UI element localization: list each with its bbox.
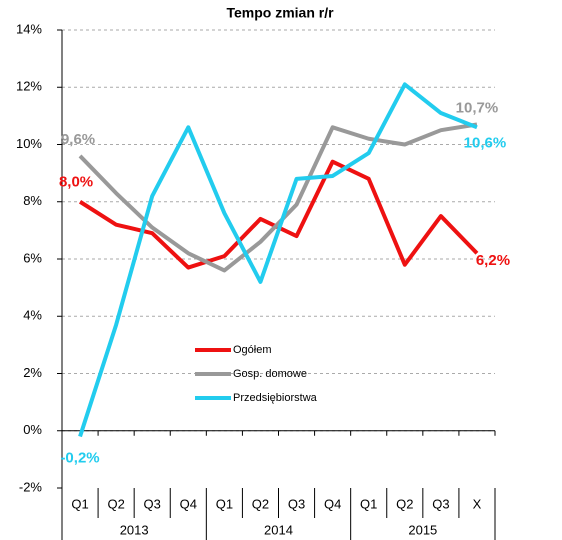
y-tick-label: 0% (23, 422, 42, 437)
y-tick-label: -2% (19, 479, 43, 494)
chart-title: Tempo zmian r/r (226, 5, 334, 21)
x-tick-label: Q4 (324, 496, 341, 511)
group-label: 2015 (408, 522, 437, 537)
data-label: 9,6% (61, 131, 95, 148)
legend-label: Gosp. domowe (233, 368, 307, 380)
x-tick-label: Q2 (107, 496, 124, 511)
x-tick-label: Q1 (71, 496, 88, 511)
y-tick-label: 14% (16, 21, 42, 36)
x-tick-label: Q3 (288, 496, 305, 511)
x-tick-label: Q3 (432, 496, 449, 511)
legend-label: Przedsiębiorstwa (233, 392, 318, 404)
y-tick-label: 6% (23, 250, 42, 265)
group-label: 2014 (264, 522, 293, 537)
series-line (78, 82, 478, 438)
group-label: 2013 (120, 522, 149, 537)
data-label: 10,6% (464, 134, 507, 151)
x-tick-label: Q2 (396, 496, 413, 511)
x-tick-label: Q2 (252, 496, 269, 511)
x-tick-label: X (473, 496, 482, 511)
y-tick-label: 12% (16, 79, 42, 94)
data-label: 10,7% (456, 99, 499, 116)
data-label: -0,2% (60, 449, 99, 466)
y-tick-label: 4% (23, 308, 42, 323)
x-tick-label: Q1 (216, 496, 233, 511)
y-tick-label: 2% (23, 365, 42, 380)
data-label: 6,2% (476, 252, 510, 269)
x-tick-label: Q4 (180, 496, 197, 511)
y-tick-label: 8% (23, 193, 42, 208)
x-tick-label: Q3 (144, 496, 161, 511)
x-tick-label: Q1 (360, 496, 377, 511)
legend-label: Ogółem (233, 344, 272, 356)
data-label: 8,0% (59, 174, 93, 191)
y-tick-label: 10% (16, 136, 42, 151)
